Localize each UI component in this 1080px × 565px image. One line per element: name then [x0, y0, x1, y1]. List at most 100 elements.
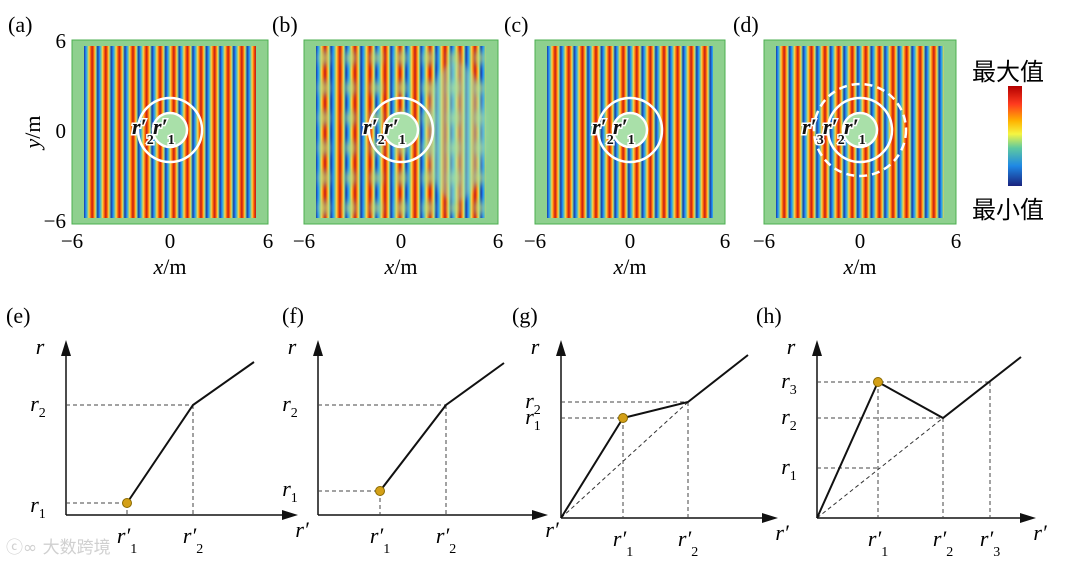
y-tick-label: r2 — [781, 404, 797, 434]
colorbar-min-label: 最小值 — [972, 196, 1044, 224]
ring-r2 — [826, 96, 894, 164]
x-axis-label: r′ — [295, 517, 310, 542]
y-axis-arrow — [313, 340, 323, 356]
x-tick-label: −6 — [524, 229, 546, 253]
x-tick-label: 6 — [263, 229, 274, 253]
x-axis-label: r′ — [775, 520, 790, 545]
x-tick-label: r′2 — [436, 523, 456, 557]
cloak-device — [596, 96, 664, 164]
panel-label: (d) — [733, 12, 759, 37]
y-tick-label: r3 — [781, 368, 797, 398]
guide-lines — [817, 381, 991, 518]
map-panel-f: (f) r r′ r2 r1 r′1 r′2 — [282, 303, 560, 557]
x-axis-label: x/m — [153, 254, 187, 279]
inner-core — [385, 114, 417, 146]
marker-point — [122, 498, 132, 508]
guide-lines — [561, 401, 689, 518]
panel-label: (g) — [512, 303, 538, 328]
inner-core — [154, 114, 186, 146]
y-axis-label: r — [36, 334, 45, 359]
map-panel-h: (h)r r′ r3 r2 r1 r′1 r′2 r′3 — [756, 303, 1048, 560]
x-tick-label: 0 — [165, 229, 176, 253]
x-tick-label: −6 — [753, 229, 775, 253]
field-axes: −6 0 6 x/m 6 0 −6 y/m — [20, 29, 273, 279]
y-axis-label: r — [531, 334, 540, 359]
x-tick-label: r′1 — [370, 523, 390, 557]
y-tick-label: −6 — [44, 209, 66, 233]
y-tick-label: 0 — [56, 119, 67, 143]
ring-r1 — [151, 111, 189, 149]
watermark: ⓒ∞ 大数跨境 — [6, 538, 111, 558]
x-tick-label: r′2 — [678, 526, 698, 560]
ring-r2 — [136, 96, 204, 164]
field-panel-b: (b)r′2r′1−6 0 6x/m — [272, 12, 503, 279]
x-tick-label: r′3 — [980, 526, 1000, 560]
marker-point — [375, 486, 385, 496]
mapping-curve — [816, 356, 1022, 519]
cloak-device — [136, 96, 204, 164]
x-ticks: r′1 r′2 — [613, 526, 698, 560]
y-tick-label: r1 — [781, 454, 797, 484]
ring-r2 — [596, 96, 664, 164]
x-axis-label: x/m — [843, 254, 877, 279]
y-tick-label: r1 — [30, 492, 46, 522]
panel-label: (b) — [272, 12, 298, 37]
y-ticks: r3 r2 r1 — [781, 368, 797, 484]
y-axis-label: r — [288, 334, 297, 359]
y-tick-label: 6 — [56, 29, 67, 53]
field-axes: −6 0 6 x/m — [753, 229, 961, 279]
x-axis-arrow — [762, 513, 778, 523]
x-tick-label: 0 — [396, 229, 407, 253]
x-ticks: r′1 r′2 — [117, 523, 203, 557]
x-tick-label: r′1 — [613, 526, 633, 560]
x-tick-label: r′2 — [183, 523, 203, 557]
y-axis-label: y/m — [20, 116, 45, 151]
mapping-curve — [379, 362, 505, 492]
colorbar: 最大值 最小值 — [972, 58, 1044, 224]
field-panel-d: (d)r′3r′2r′1−6 0 6x/m — [733, 12, 961, 279]
x-axis-label: x/m — [384, 254, 418, 279]
identity-line — [560, 401, 689, 519]
x-ticks: r′1 r′2 r′3 — [868, 526, 1000, 560]
field-panel-a: (a)r′2r′1−6 0 6x/m60−6y/m — [8, 12, 273, 279]
y-tick-label: r2 — [282, 391, 298, 421]
mapping-curve — [560, 354, 749, 519]
ring-r3-dashed — [812, 82, 908, 178]
inner-core — [614, 114, 646, 146]
x-ticks: r′1 r′2 — [370, 523, 456, 557]
cloak-device — [367, 96, 435, 164]
marker-point — [618, 413, 628, 423]
x-axis-label: x/m — [613, 254, 647, 279]
x-axis-arrow — [282, 510, 298, 520]
y-axis-arrow — [812, 340, 822, 356]
x-tick-label: −6 — [293, 229, 315, 253]
field-axes: −6 0 6 x/m — [524, 229, 730, 279]
panel-label: (h) — [756, 303, 782, 328]
x-axis-label: r′ — [545, 517, 560, 542]
identity-line — [816, 417, 944, 519]
ring-r2 — [367, 96, 435, 164]
x-tick-label: r′2 — [933, 526, 953, 560]
x-tick-label: 0 — [625, 229, 636, 253]
x-tick-label: 0 — [855, 229, 866, 253]
y-axis-arrow — [556, 340, 566, 356]
y-tick-label: r2 — [30, 391, 46, 421]
y-axis-arrow — [61, 340, 71, 356]
x-tick-label: r′1 — [868, 526, 888, 560]
x-tick-label: r′1 — [117, 523, 137, 557]
y-axis-label: r — [787, 334, 796, 359]
x-tick-label: −6 — [61, 229, 83, 253]
mapping-curve — [126, 361, 255, 504]
inner-core — [844, 114, 876, 146]
x-tick-label: 6 — [720, 229, 731, 253]
field-panel-c: (c)r′2r′1−6 0 6x/m — [504, 12, 730, 279]
y-ticks: r2 r1 — [30, 391, 46, 522]
x-tick-label: 6 — [493, 229, 504, 253]
ring-r1 — [841, 111, 879, 149]
colorbar-max-label: 最大值 — [972, 58, 1044, 86]
x-axis-arrow — [532, 510, 548, 520]
panel-label: (c) — [504, 12, 528, 37]
